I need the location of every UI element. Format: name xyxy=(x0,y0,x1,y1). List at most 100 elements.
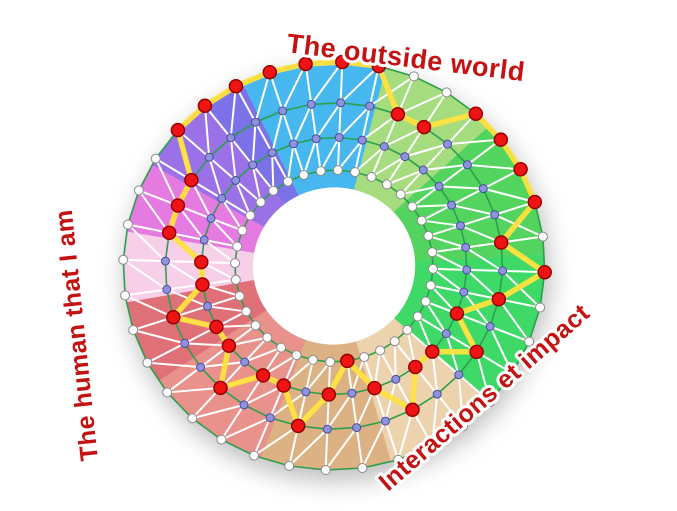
white-node[interactable] xyxy=(428,263,438,274)
white-node[interactable] xyxy=(249,450,260,461)
white-node[interactable] xyxy=(245,210,256,221)
white-node[interactable] xyxy=(485,396,496,407)
purple-node[interactable] xyxy=(162,285,172,294)
white-node[interactable] xyxy=(230,274,241,285)
purple-node[interactable] xyxy=(306,99,316,109)
white-node[interactable] xyxy=(268,185,279,196)
purple-node[interactable] xyxy=(391,374,401,384)
purple-node[interactable] xyxy=(432,389,442,399)
white-node[interactable] xyxy=(232,241,243,252)
purple-node[interactable] xyxy=(289,139,298,149)
purple-node[interactable] xyxy=(357,135,367,145)
purple-node[interactable] xyxy=(251,117,260,127)
white-node[interactable] xyxy=(162,387,173,398)
score-node[interactable] xyxy=(170,198,186,213)
score-node[interactable] xyxy=(166,309,181,325)
score-node[interactable] xyxy=(527,194,543,210)
purple-node[interactable] xyxy=(217,193,227,203)
white-node[interactable] xyxy=(420,296,431,307)
purple-node[interactable] xyxy=(441,329,451,339)
white-node[interactable] xyxy=(395,189,406,200)
score-node[interactable] xyxy=(221,338,237,353)
score-node[interactable] xyxy=(170,122,186,138)
score-node[interactable] xyxy=(513,162,528,177)
score-node[interactable] xyxy=(298,56,313,72)
white-node[interactable] xyxy=(427,440,438,451)
white-node[interactable] xyxy=(524,336,535,347)
score-node[interactable] xyxy=(321,387,337,402)
purple-node[interactable] xyxy=(311,134,321,144)
score-node[interactable] xyxy=(491,291,507,307)
purple-node[interactable] xyxy=(206,213,216,223)
white-node[interactable] xyxy=(122,219,133,230)
score-node[interactable] xyxy=(228,78,244,94)
white-node[interactable] xyxy=(412,311,423,322)
purple-node[interactable] xyxy=(226,133,236,143)
score-node[interactable] xyxy=(184,172,199,188)
score-node[interactable] xyxy=(209,319,224,335)
purple-node[interactable] xyxy=(490,210,500,220)
purple-node[interactable] xyxy=(434,181,444,191)
purple-node[interactable] xyxy=(301,387,311,397)
purple-node[interactable] xyxy=(454,370,464,380)
purple-node[interactable] xyxy=(478,184,488,194)
white-node[interactable] xyxy=(282,176,293,187)
score-node[interactable] xyxy=(262,64,278,80)
white-node[interactable] xyxy=(142,357,153,368)
score-node[interactable] xyxy=(213,380,228,396)
white-node[interactable] xyxy=(262,332,273,343)
white-node[interactable] xyxy=(291,350,302,361)
score-node[interactable] xyxy=(390,107,406,122)
white-node[interactable] xyxy=(389,336,400,347)
white-node[interactable] xyxy=(150,153,161,164)
white-node[interactable] xyxy=(230,258,240,269)
white-node[interactable] xyxy=(393,454,404,465)
purple-node[interactable] xyxy=(380,416,390,426)
score-node[interactable] xyxy=(416,119,432,135)
score-node[interactable] xyxy=(449,306,465,321)
purple-node[interactable] xyxy=(239,400,249,410)
white-node[interactable] xyxy=(359,352,370,363)
purple-node[interactable] xyxy=(231,175,241,185)
purple-node[interactable] xyxy=(485,322,495,331)
score-node[interactable] xyxy=(371,58,387,74)
white-node[interactable] xyxy=(381,179,392,190)
score-node[interactable] xyxy=(425,344,440,359)
purple-node[interactable] xyxy=(334,133,344,142)
white-node[interactable] xyxy=(118,254,129,265)
white-node[interactable] xyxy=(507,368,518,379)
purple-node[interactable] xyxy=(443,139,452,149)
white-node[interactable] xyxy=(325,356,336,367)
score-node[interactable] xyxy=(493,132,509,147)
white-node[interactable] xyxy=(408,71,419,82)
score-node[interactable] xyxy=(290,418,306,434)
purple-node[interactable] xyxy=(365,101,375,111)
purple-node[interactable] xyxy=(336,98,346,108)
score-node[interactable] xyxy=(469,344,484,360)
purple-node[interactable] xyxy=(498,266,508,276)
purple-node[interactable] xyxy=(352,423,362,433)
white-node[interactable] xyxy=(357,463,368,473)
score-node[interactable] xyxy=(493,235,509,250)
white-node[interactable] xyxy=(241,306,252,317)
white-node[interactable] xyxy=(402,324,413,335)
purple-node[interactable] xyxy=(248,160,258,170)
score-node[interactable] xyxy=(340,353,355,369)
purple-node[interactable] xyxy=(461,243,471,252)
white-node[interactable] xyxy=(423,230,434,241)
white-node[interactable] xyxy=(441,87,452,98)
white-node[interactable] xyxy=(128,325,139,335)
white-node[interactable] xyxy=(332,165,343,176)
white-node[interactable] xyxy=(255,197,266,208)
purple-node[interactable] xyxy=(278,106,288,116)
purple-node[interactable] xyxy=(204,152,214,162)
purple-node[interactable] xyxy=(265,413,275,423)
purple-node[interactable] xyxy=(240,357,250,367)
white-node[interactable] xyxy=(375,345,386,356)
white-node[interactable] xyxy=(187,413,198,424)
white-node[interactable] xyxy=(133,185,144,196)
purple-node[interactable] xyxy=(180,338,190,348)
purple-node[interactable] xyxy=(267,148,277,158)
white-node[interactable] xyxy=(537,231,548,242)
white-node[interactable] xyxy=(366,171,377,182)
